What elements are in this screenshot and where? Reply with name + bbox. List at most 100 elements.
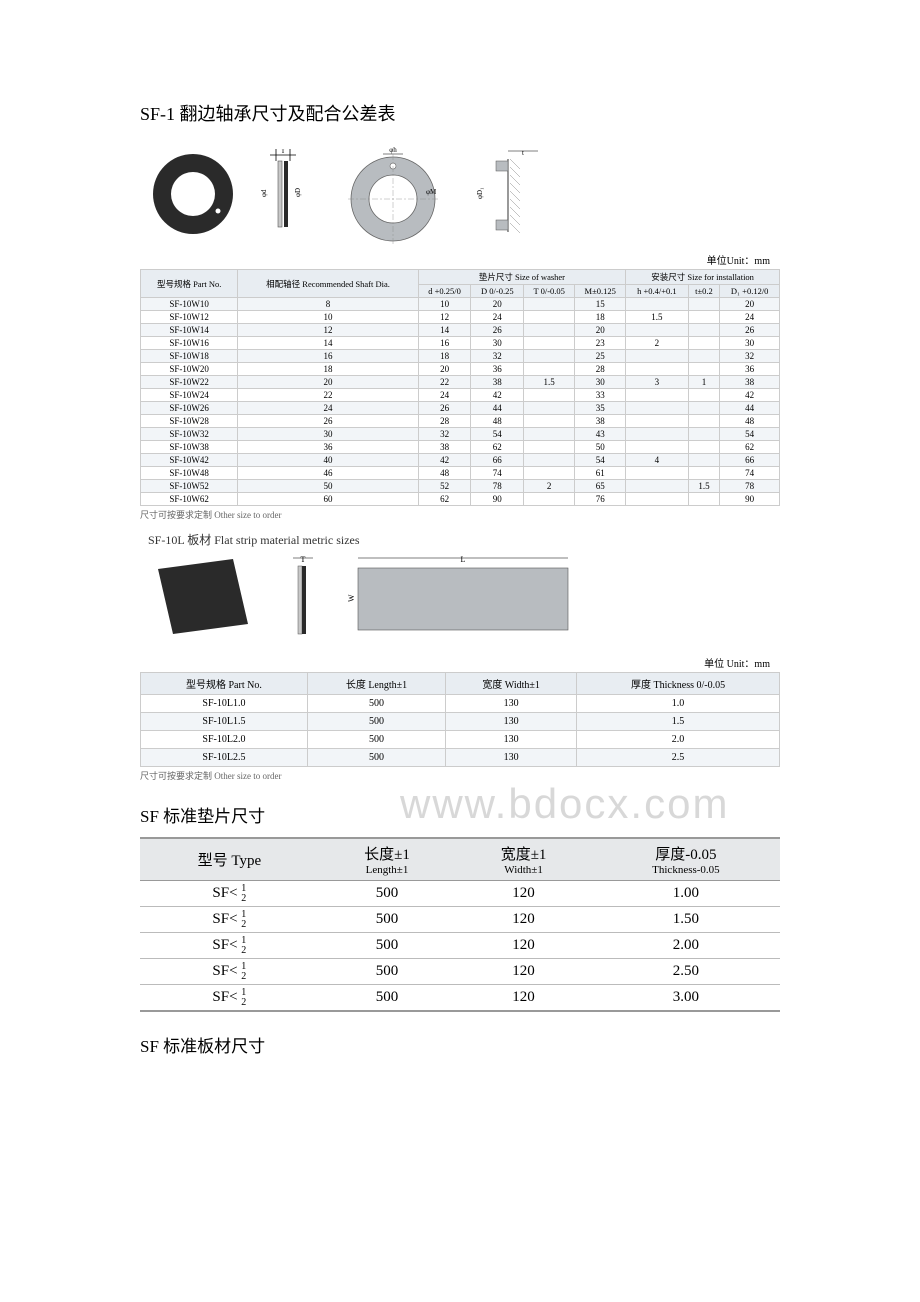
- table-header: 型号规格 Part No.: [141, 673, 308, 695]
- footnote-2: 尺寸可按要求定制 Other size to order: [140, 769, 780, 782]
- table-header: 厚度 Thickness 0/-0.05: [577, 673, 780, 695]
- table-cell: [688, 402, 720, 415]
- table-row: SF-10W525052782651.578: [141, 480, 780, 493]
- title-sf1: SF-1 翻边轴承尺寸及配合公差表: [140, 100, 780, 126]
- table-cell: [524, 454, 575, 467]
- table-cell: 500: [307, 731, 445, 749]
- table-cell: SF-10L2.0: [141, 731, 308, 749]
- table-cell: 1.5: [577, 713, 780, 731]
- table-cell: [626, 402, 688, 415]
- table-cell: SF-10W26: [141, 402, 238, 415]
- col-D: D 0/-0.25: [471, 285, 524, 298]
- table-cell: SF< 12: [140, 933, 319, 959]
- table-cell: 3.00: [592, 985, 780, 1012]
- table-cell: 2.00: [592, 933, 780, 959]
- table-cell: [688, 441, 720, 454]
- big-col-width: 宽度±1Width±1: [455, 838, 592, 881]
- table-cell: 54: [471, 428, 524, 441]
- table-row: SF-10W262426443544: [141, 402, 780, 415]
- table-cell: 130: [446, 713, 577, 731]
- table-cell: 28: [575, 363, 626, 376]
- table-cell: 65: [575, 480, 626, 493]
- table-cell: 38: [471, 376, 524, 389]
- table-cell: [524, 324, 575, 337]
- table-row: SF-10W626062907690: [141, 493, 780, 506]
- washer-spec-table: 型号规格 Part No. 相配轴径 Recommended Shaft Dia…: [140, 269, 780, 506]
- col-shaft: 相配轴径 Recommended Shaft Dia.: [238, 270, 418, 298]
- table-cell: 50: [575, 441, 626, 454]
- table-cell: 10: [238, 311, 418, 324]
- table-cell: 36: [238, 441, 418, 454]
- table-row: SF-10W242224423342: [141, 389, 780, 402]
- table-cell: 26: [720, 324, 780, 337]
- table-cell: [688, 415, 720, 428]
- table-cell: 1.5: [688, 480, 720, 493]
- unit-label-2: 单位 Unit：mm: [140, 655, 780, 670]
- table-cell: 12: [238, 324, 418, 337]
- table-cell: SF< 12: [140, 907, 319, 933]
- table-row: SF< 125001203.00: [140, 985, 780, 1012]
- table-cell: SF-10W20: [141, 363, 238, 376]
- table-cell: 8: [238, 298, 418, 311]
- svg-text:φh: φh: [389, 146, 397, 154]
- table-cell: [626, 467, 688, 480]
- table-row: SF< 125001201.00: [140, 881, 780, 907]
- table-cell: 120: [455, 959, 592, 985]
- table-cell: 130: [446, 731, 577, 749]
- table-cell: 36: [471, 363, 524, 376]
- col-T: T 0/-0.05: [524, 285, 575, 298]
- table-cell: SF-10W28: [141, 415, 238, 428]
- svg-text:φD₁: φD₁: [476, 187, 484, 199]
- table-row: SF< 125001202.00: [140, 933, 780, 959]
- table-cell: 20: [575, 324, 626, 337]
- table-cell: 3: [626, 376, 688, 389]
- table-cell: [688, 363, 720, 376]
- table-cell: 54: [720, 428, 780, 441]
- table-cell: 20: [238, 376, 418, 389]
- table-cell: 18: [575, 311, 626, 324]
- table-cell: 500: [319, 959, 456, 985]
- table-row: SF-10W181618322532: [141, 350, 780, 363]
- install-diagram: t φD₁: [468, 147, 548, 242]
- table-cell: 90: [720, 493, 780, 506]
- table-cell: [524, 350, 575, 363]
- table-row: SF-10L1.55001301.5: [141, 713, 780, 731]
- table-cell: [626, 428, 688, 441]
- table-row: SF-10W484648746174: [141, 467, 780, 480]
- table-cell: 24: [471, 311, 524, 324]
- table-cell: [524, 298, 575, 311]
- table-cell: [688, 298, 720, 311]
- table-cell: SF-10W18: [141, 350, 238, 363]
- svg-text:L: L: [461, 555, 466, 564]
- table-cell: SF-10W16: [141, 337, 238, 350]
- col-group-install: 安装尺寸 Size for installation: [626, 270, 780, 285]
- table-cell: SF-10W10: [141, 298, 238, 311]
- col-t: t±0.2: [688, 285, 720, 298]
- table-cell: 500: [307, 749, 445, 767]
- table-cell: 26: [238, 415, 418, 428]
- table-cell: 30: [575, 376, 626, 389]
- table-cell: SF-10L1.5: [141, 713, 308, 731]
- table-cell: [626, 480, 688, 493]
- col-d: d +0.25/0: [418, 285, 471, 298]
- table-cell: 130: [446, 749, 577, 767]
- table-cell: 15: [575, 298, 626, 311]
- svg-text:φM: φM: [426, 188, 437, 196]
- table-cell: 24: [418, 389, 471, 402]
- table-cell: [626, 493, 688, 506]
- table-cell: SF< 12: [140, 881, 319, 907]
- table-cell: SF-10W22: [141, 376, 238, 389]
- table-row: SF< 125001201.50: [140, 907, 780, 933]
- table-row: SF-10W1614163023230: [141, 337, 780, 350]
- table-cell: 32: [418, 428, 471, 441]
- svg-text:φD: φD: [294, 188, 302, 197]
- washer-ring-diagram: [148, 149, 238, 239]
- table-cell: 1.5: [626, 311, 688, 324]
- footnote-1: 尺寸可按要求定制 Other size to order: [140, 508, 780, 521]
- unit-label-1: 单位Unit：mm: [140, 252, 780, 267]
- table-cell: [524, 493, 575, 506]
- table-cell: 36: [720, 363, 780, 376]
- title-sf-strip: SF 标准板材尺寸: [140, 1032, 780, 1057]
- strip-diagrams: T L W: [140, 554, 780, 649]
- table-cell: 120: [455, 933, 592, 959]
